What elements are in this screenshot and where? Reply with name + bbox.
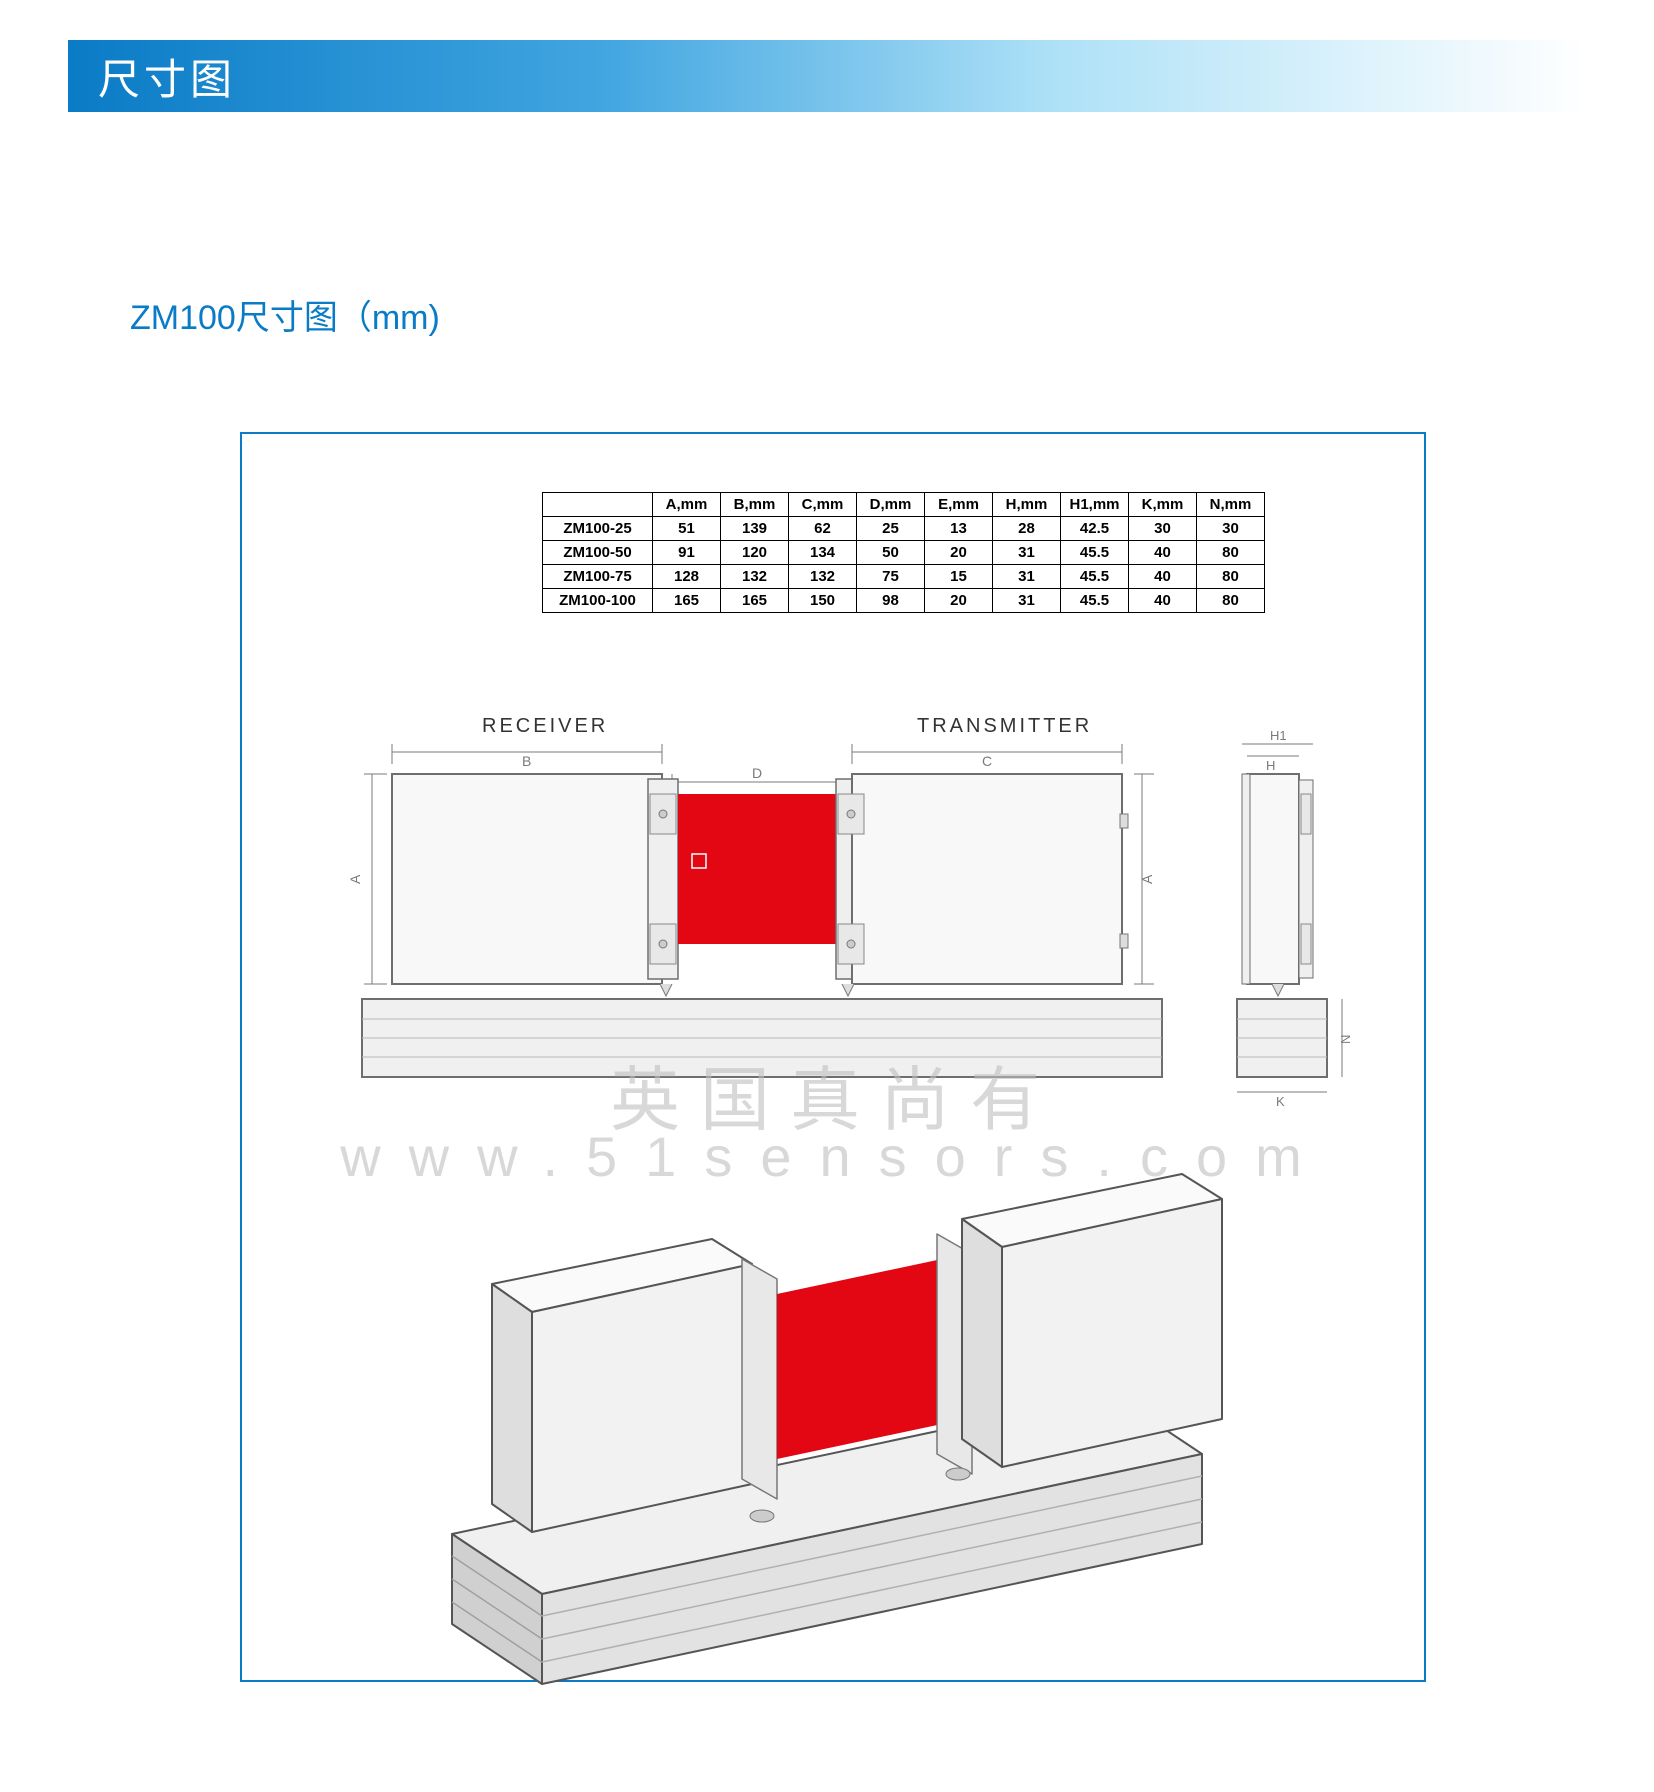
table-cell: 30 (1129, 517, 1197, 541)
isometric-view-svg (242, 1164, 1428, 1724)
table-header-cell: E,mm (925, 493, 993, 517)
svg-text:H1: H1 (1270, 728, 1287, 743)
table-cell: ZM100-75 (543, 565, 653, 589)
table-cell: 80 (1197, 541, 1265, 565)
table-cell: 62 (789, 517, 857, 541)
table-cell: 40 (1129, 589, 1197, 613)
table-header-cell: H1,mm (1061, 493, 1129, 517)
table-row: ZM100-25511396225132842.53030 (543, 517, 1265, 541)
header-title: 尺寸图 (98, 46, 236, 107)
table-cell: 150 (789, 589, 857, 613)
front-side-view-svg: RECEIVER TRANSMITTER B C A A D E (242, 694, 1428, 1114)
table-cell: 139 (721, 517, 789, 541)
table-cell: 80 (1197, 589, 1265, 613)
svg-text:B: B (522, 753, 531, 769)
iso-receiver (492, 1239, 777, 1532)
table-cell: 132 (721, 565, 789, 589)
table-cell: 45.5 (1061, 589, 1129, 613)
table-cell: 132 (789, 565, 857, 589)
table-cell: 31 (993, 541, 1061, 565)
table-cell: 25 (857, 517, 925, 541)
table-cell: 31 (993, 589, 1061, 613)
iso-transmitter (937, 1174, 1222, 1474)
beam (678, 794, 842, 944)
table-cell: 20 (925, 589, 993, 613)
svg-text:D: D (752, 765, 762, 781)
table-cell: ZM100-100 (543, 589, 653, 613)
table-cell: 165 (653, 589, 721, 613)
rail-front (362, 999, 1162, 1077)
table-header-cell: N,mm (1197, 493, 1265, 517)
table-cell: 45.5 (1061, 565, 1129, 589)
svg-text:A: A (1139, 874, 1155, 884)
table-cell: 98 (857, 589, 925, 613)
table-row: ZM100-10016516515098203145.54080 (543, 589, 1265, 613)
table-header-cell (543, 493, 653, 517)
table-header-cell: K,mm (1129, 493, 1197, 517)
table-header-cell: B,mm (721, 493, 789, 517)
table-cell: 30 (1197, 517, 1265, 541)
svg-text:H: H (1266, 758, 1275, 773)
table-header-cell: H,mm (993, 493, 1061, 517)
table-cell: 165 (721, 589, 789, 613)
table-cell: 40 (1129, 541, 1197, 565)
svg-text:N: N (1338, 1035, 1353, 1044)
table-row: ZM100-509112013450203145.54080 (543, 541, 1265, 565)
content-frame: A,mmB,mmC,mmD,mmE,mmH,mmH1,mmK,mmN,mm ZM… (240, 432, 1426, 1682)
table-header-cell: A,mm (653, 493, 721, 517)
table-cell: 128 (653, 565, 721, 589)
diagram-area: RECEIVER TRANSMITTER B C A A D E (242, 694, 1428, 1684)
svg-text:C: C (982, 753, 992, 769)
table-body: ZM100-25511396225132842.53030ZM100-50911… (543, 517, 1265, 613)
table-cell: 31 (993, 565, 1061, 589)
table-cell: 28 (993, 517, 1061, 541)
header-bar: 尺寸图 (68, 40, 1586, 112)
label-transmitter: TRANSMITTER (917, 715, 1092, 737)
table-cell: 80 (1197, 565, 1265, 589)
table-cell: ZM100-50 (543, 541, 653, 565)
table-cell: 15 (925, 565, 993, 589)
table-cell: ZM100-25 (543, 517, 653, 541)
label-receiver: RECEIVER (482, 715, 608, 737)
side-view: H H1 N K (1237, 728, 1353, 1109)
table-header-row: A,mmB,mmC,mmD,mmE,mmH,mmH1,mmK,mmN,mm (543, 493, 1265, 517)
table-header-cell: C,mm (789, 493, 857, 517)
transmitter-housing (836, 774, 1128, 984)
table-cell: 75 (857, 565, 925, 589)
table-row: ZM100-7512813213275153145.54080 (543, 565, 1265, 589)
table-cell: 13 (925, 517, 993, 541)
receiver-housing (392, 774, 678, 984)
svg-text:K: K (1276, 1094, 1285, 1109)
table-cell: 45.5 (1061, 541, 1129, 565)
table-cell: 20 (925, 541, 993, 565)
table-cell: 134 (789, 541, 857, 565)
table-cell: 120 (721, 541, 789, 565)
svg-text:A: A (347, 874, 363, 884)
table-cell: 40 (1129, 565, 1197, 589)
table-cell: 42.5 (1061, 517, 1129, 541)
dimensions-table: A,mmB,mmC,mmD,mmE,mmH,mmH1,mmK,mmN,mm ZM… (542, 492, 1265, 613)
table-cell: 51 (653, 517, 721, 541)
table-cell: 91 (653, 541, 721, 565)
iso-beam (777, 1259, 942, 1459)
table-header-cell: D,mm (857, 493, 925, 517)
subtitle: ZM100尺寸图（mm) (130, 290, 440, 339)
table-cell: 50 (857, 541, 925, 565)
